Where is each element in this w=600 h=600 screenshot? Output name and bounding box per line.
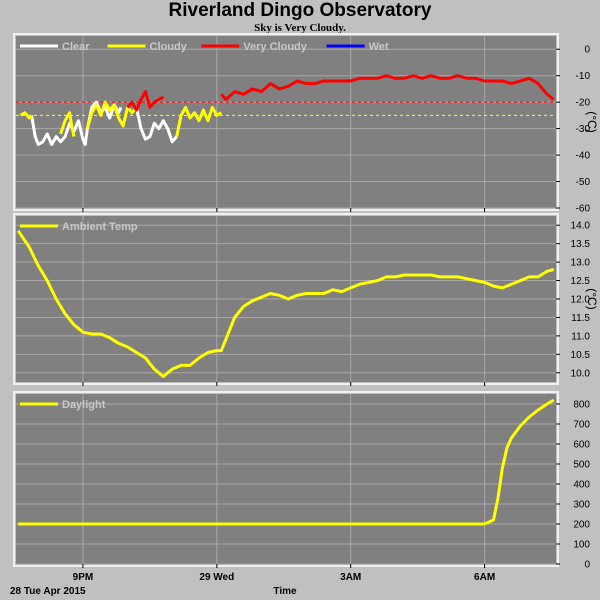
plot-area (16, 394, 556, 564)
series-line-cloudy (19, 111, 33, 120)
y-tick-label: 12.5 (571, 276, 591, 287)
legend-entry: Wet (369, 41, 389, 53)
y-tick-label: 600 (573, 440, 590, 451)
y-tick-label: -60 (576, 204, 591, 215)
series-line-very-cloudy (126, 90, 165, 112)
x-tick-label: 6AM (474, 572, 495, 583)
legend-entry: Clear (62, 41, 90, 53)
x-date-label: 28 Tue Apr 2015 (10, 586, 86, 597)
y-tick-label: -10 (576, 71, 591, 82)
y-tick-label: -20 (576, 98, 591, 109)
y-tick-label: 10.0 (571, 368, 591, 379)
series-line-clear (135, 107, 178, 144)
y-tick-label: 12.0 (571, 295, 591, 306)
series-line-daylight (18, 398, 555, 526)
x-tick-label: 29 Wed (199, 572, 234, 583)
plot-area (16, 36, 556, 208)
x-tick-label: 3AM (340, 572, 361, 583)
y-tick-label: 500 (573, 460, 590, 471)
plot-frame (13, 33, 559, 211)
chart-subtitle: Sky is Very Cloudy. (254, 22, 346, 34)
y-tick-label: -50 (576, 177, 591, 188)
y-tick-label: 11.0 (571, 331, 590, 342)
legend-entry: Cloudy (150, 41, 188, 53)
y-tick-label: 200 (573, 520, 590, 531)
legend-entry: Daylight (62, 399, 106, 411)
y-axis-label: (°C) (585, 288, 599, 309)
y-tick-label: 13.5 (571, 239, 591, 250)
legend-entry: Very Cloudy (243, 41, 307, 53)
legend-entry: Ambient Temp (62, 221, 138, 233)
y-tick-label: 0 (584, 45, 590, 56)
y-tick-label: 13.0 (571, 258, 591, 269)
y-tick-label: 800 (573, 400, 590, 411)
series-line-very-cloudy (220, 74, 555, 101)
x-axis-label: Time (273, 586, 297, 597)
y-tick-label: 14.0 (571, 221, 591, 232)
y-tick-label: -40 (576, 151, 591, 162)
y-tick-label: 100 (573, 540, 590, 551)
y-tick-label: 11.5 (571, 313, 590, 324)
y-tick-label: -30 (576, 124, 591, 135)
plot-frame (13, 391, 559, 567)
series-line-clear (30, 100, 123, 146)
y-tick-label: 700 (573, 420, 590, 431)
chart-title: Riverland Dingo Observatory (168, 0, 432, 21)
series-line-ambient-temp (16, 229, 555, 378)
y-tick-label: 400 (573, 480, 590, 491)
series-line-cloudy (85, 100, 138, 130)
y-tick-label: 10.5 (571, 350, 591, 361)
series-line-cloudy (175, 105, 223, 137)
x-tick-label: 9PM (73, 572, 94, 583)
y-tick-label: 300 (573, 500, 590, 511)
y-axis-label: (°C) (585, 111, 599, 132)
series-line-cloudy (59, 111, 76, 137)
y-tick-label: 0 (584, 560, 590, 571)
